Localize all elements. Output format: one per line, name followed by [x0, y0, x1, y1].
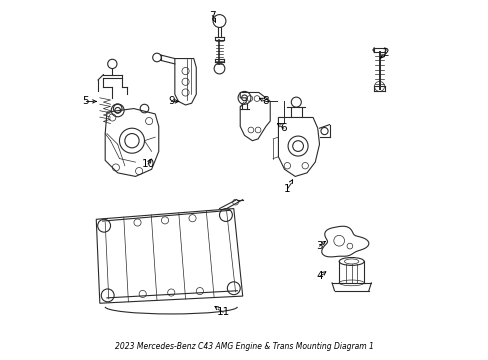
Text: 2: 2: [382, 48, 388, 58]
Text: 10: 10: [141, 159, 154, 169]
Text: 9: 9: [167, 96, 174, 107]
Text: 2023 Mercedes-Benz C43 AMG Engine & Trans Mounting Diagram 1: 2023 Mercedes-Benz C43 AMG Engine & Tran…: [115, 342, 373, 351]
Text: 6: 6: [280, 123, 286, 133]
Text: 5: 5: [82, 96, 89, 107]
Text: 7: 7: [208, 11, 215, 21]
Text: 1: 1: [284, 184, 290, 194]
Text: 8: 8: [262, 96, 269, 107]
Text: 3: 3: [316, 241, 322, 251]
Text: 11: 11: [216, 307, 229, 317]
Text: 4: 4: [316, 271, 322, 282]
